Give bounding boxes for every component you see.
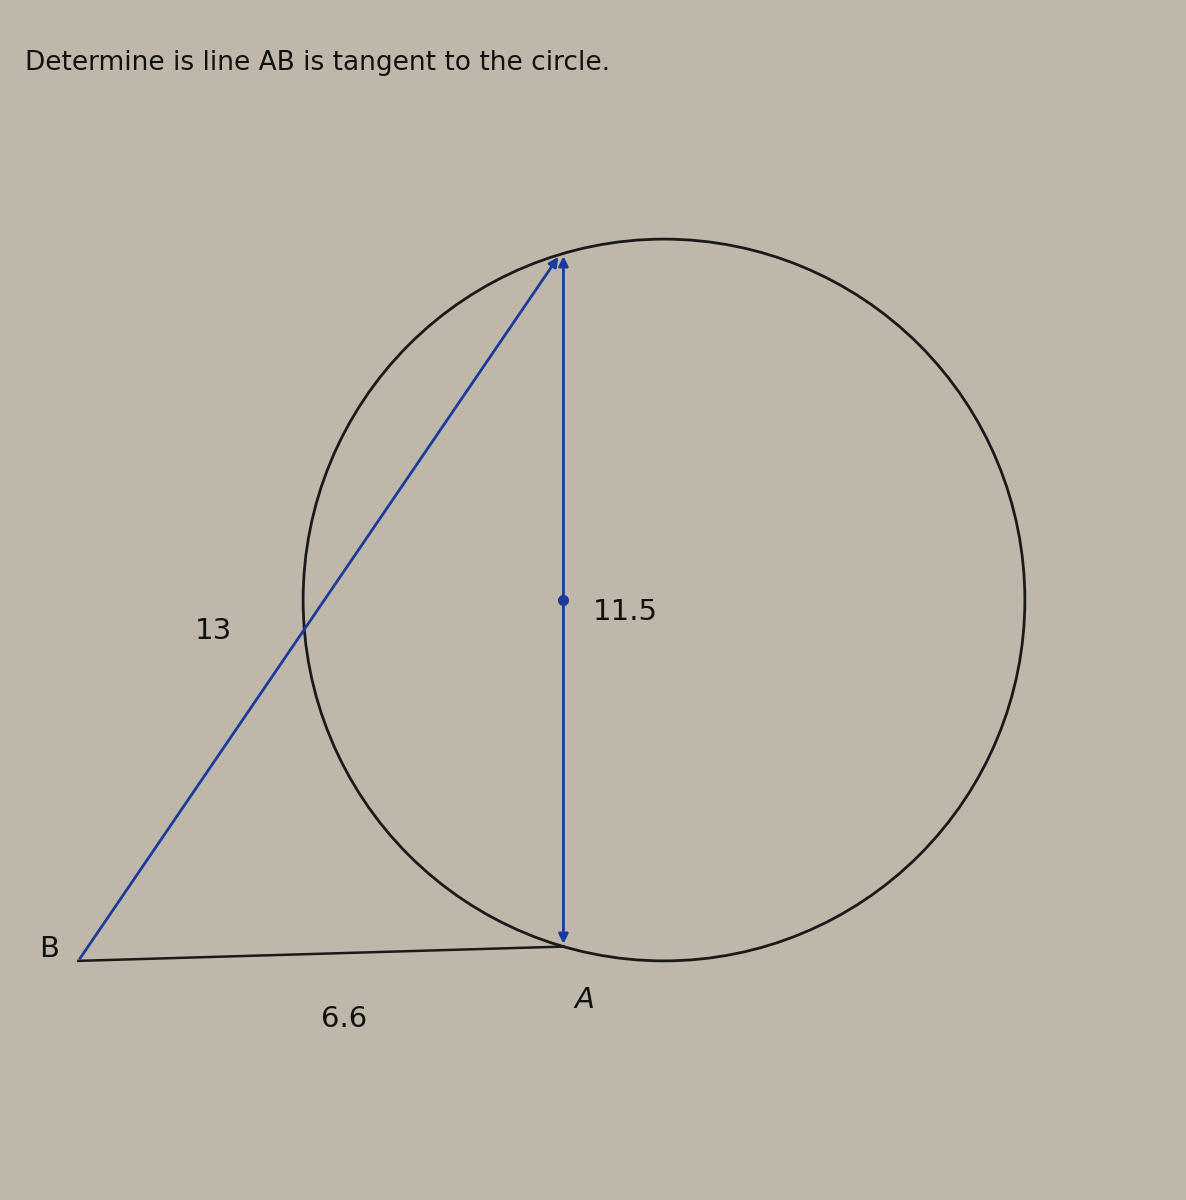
Text: 13: 13 [196, 617, 232, 644]
Text: B: B [39, 935, 59, 964]
Text: Determine is line AB is tangent to the circle.: Determine is line AB is tangent to the c… [25, 50, 610, 76]
Text: A: A [575, 986, 594, 1014]
Text: 6.6: 6.6 [321, 1004, 368, 1033]
Text: 11.5: 11.5 [593, 598, 658, 626]
